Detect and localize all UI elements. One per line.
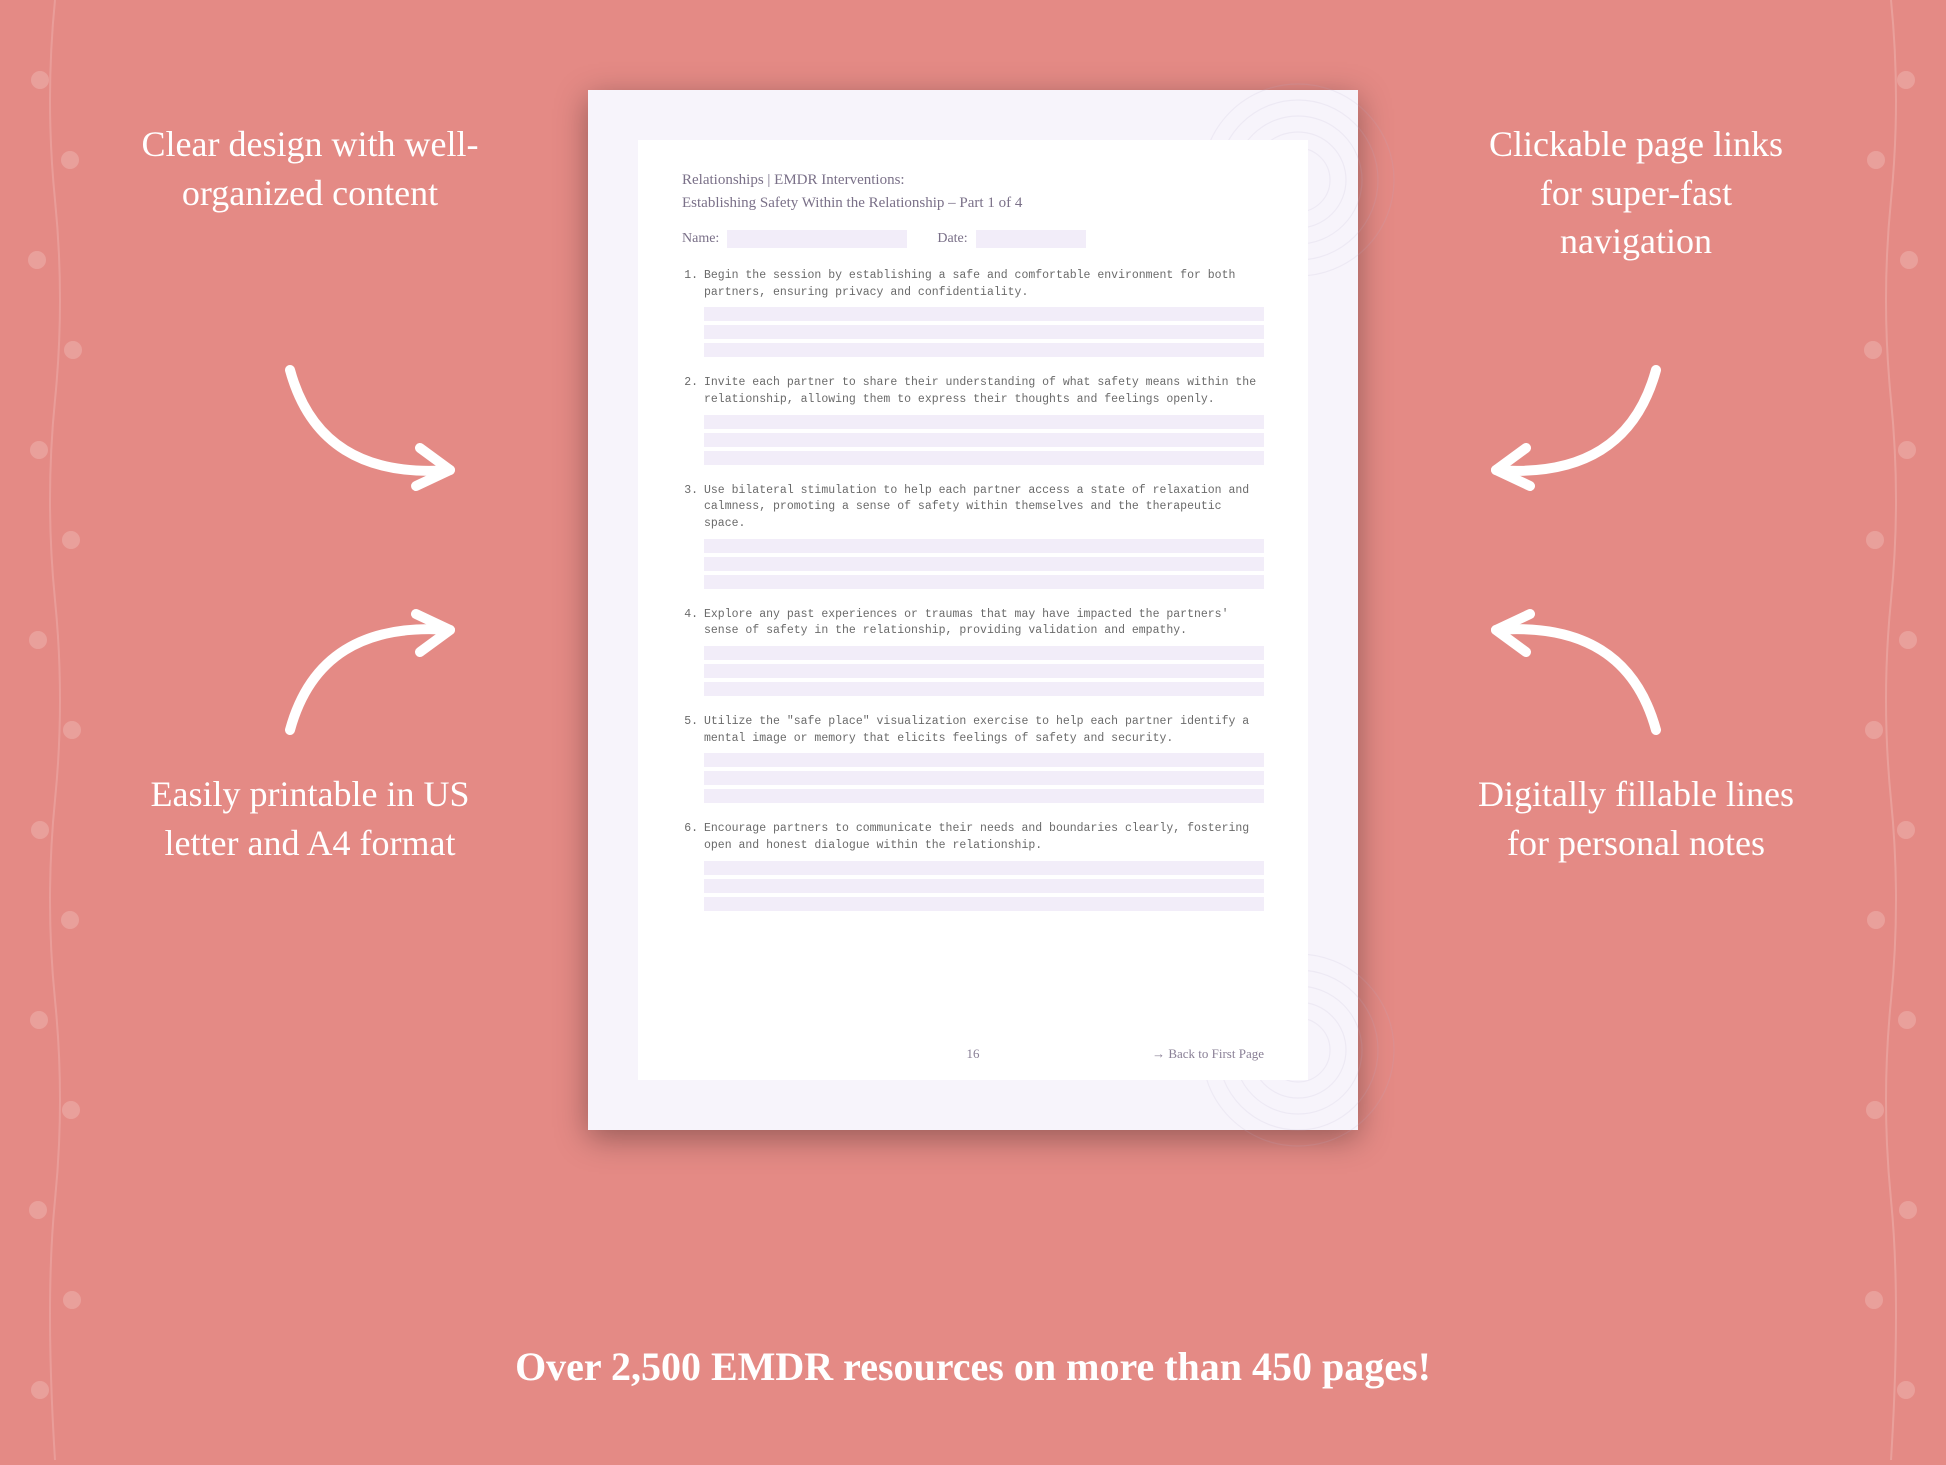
- callout-bottom-left: Easily printable in US letter and A4 for…: [140, 770, 480, 867]
- item-number: 4.: [682, 607, 704, 640]
- page-number: 16: [967, 1046, 980, 1062]
- bottom-banner: Over 2,500 EMDR resources on more than 4…: [0, 1343, 1946, 1390]
- date-field: Date:: [937, 230, 1085, 248]
- fillable-line[interactable]: [704, 307, 1264, 321]
- item-number: 6.: [682, 821, 704, 854]
- item-number: 2.: [682, 375, 704, 408]
- fillable-line[interactable]: [704, 879, 1264, 893]
- fillable-line[interactable]: [704, 682, 1264, 696]
- items-list: 1.Begin the session by establishing a sa…: [682, 268, 1264, 911]
- fillable-line[interactable]: [704, 325, 1264, 339]
- date-label: Date:: [937, 231, 967, 247]
- name-field: Name:: [682, 230, 907, 248]
- item-number: 5.: [682, 714, 704, 747]
- item-text: Explore any past experiences or traumas …: [704, 607, 1264, 640]
- item-text: Utilize the "safe place" visualization e…: [704, 714, 1264, 747]
- arrow-bottom-right-icon: [1466, 590, 1686, 755]
- item-number: 1.: [682, 268, 704, 301]
- fillable-line[interactable]: [704, 771, 1264, 785]
- arrow-bottom-left-icon: [260, 590, 480, 755]
- name-label: Name:: [682, 231, 719, 247]
- arrow-top-left-icon: [260, 350, 480, 515]
- worksheet-item: 5.Utilize the "safe place" visualization…: [682, 714, 1264, 803]
- document-page: Relationships | EMDR Interventions: Esta…: [588, 90, 1358, 1130]
- fillable-line[interactable]: [704, 415, 1264, 429]
- name-input-line[interactable]: [727, 230, 907, 248]
- fillable-line[interactable]: [704, 575, 1264, 589]
- worksheet-item: 6.Encourage partners to communicate thei…: [682, 821, 1264, 910]
- document-category: Relationships | EMDR Interventions:: [682, 172, 1264, 189]
- item-text: Encourage partners to communicate their …: [704, 821, 1264, 854]
- fillable-line[interactable]: [704, 897, 1264, 911]
- date-input-line[interactable]: [976, 230, 1086, 248]
- decorative-vine-right: [1851, 0, 1931, 1460]
- worksheet-item: 1.Begin the session by establishing a sa…: [682, 268, 1264, 357]
- fillable-line[interactable]: [704, 753, 1264, 767]
- fillable-line[interactable]: [704, 451, 1264, 465]
- worksheet-item: 4.Explore any past experiences or trauma…: [682, 607, 1264, 696]
- arrow-top-right-icon: [1466, 350, 1686, 515]
- worksheet-item: 3.Use bilateral stimulation to help each…: [682, 483, 1264, 589]
- fillable-lines[interactable]: [704, 753, 1264, 803]
- meta-row: Name: Date:: [682, 230, 1264, 248]
- fillable-line[interactable]: [704, 664, 1264, 678]
- decorative-vine-left: [15, 0, 95, 1460]
- item-text: Invite each partner to share their under…: [704, 375, 1264, 408]
- fillable-lines[interactable]: [704, 539, 1264, 589]
- fillable-lines[interactable]: [704, 861, 1264, 911]
- fillable-lines[interactable]: [704, 307, 1264, 357]
- item-text: Use bilateral stimulation to help each p…: [704, 483, 1264, 533]
- page-footer: 16 → Back to First Page: [638, 1046, 1308, 1062]
- back-to-first-page-link[interactable]: → Back to First Page: [1152, 1046, 1264, 1062]
- fillable-line[interactable]: [704, 343, 1264, 357]
- item-text: Begin the session by establishing a safe…: [704, 268, 1264, 301]
- page-inner: Relationships | EMDR Interventions: Esta…: [638, 140, 1308, 1080]
- fillable-lines[interactable]: [704, 646, 1264, 696]
- worksheet-item: 2.Invite each partner to share their und…: [682, 375, 1264, 464]
- fillable-lines[interactable]: [704, 415, 1264, 465]
- fillable-line[interactable]: [704, 861, 1264, 875]
- fillable-line[interactable]: [704, 539, 1264, 553]
- callout-bottom-right: Digitally fillable lines for personal no…: [1466, 770, 1806, 867]
- item-number: 3.: [682, 483, 704, 533]
- fillable-line[interactable]: [704, 789, 1264, 803]
- document-title: Establishing Safety Within the Relations…: [682, 195, 1264, 212]
- fillable-line[interactable]: [704, 646, 1264, 660]
- fillable-line[interactable]: [704, 433, 1264, 447]
- fillable-line[interactable]: [704, 557, 1264, 571]
- callout-top-right: Clickable page links for super-fast navi…: [1466, 120, 1806, 266]
- callout-top-left: Clear design with well-organized content: [140, 120, 480, 217]
